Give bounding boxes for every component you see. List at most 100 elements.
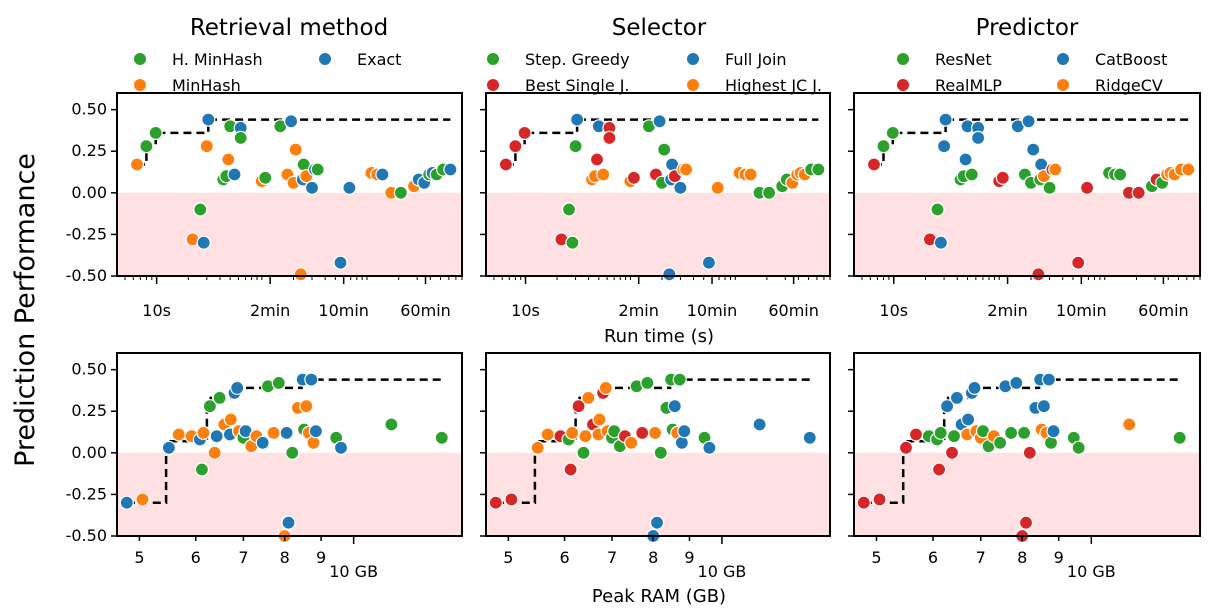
panel-r0-c1-point-28: [678, 162, 694, 177]
panel-r1-c0-point-35: [304, 372, 319, 387]
legend-label-2-0: ResNet: [935, 50, 992, 69]
panel-r1-c2-point-11: [949, 390, 965, 405]
panel-r1-c2-point-27: [1016, 425, 1032, 440]
panel-r1-c1-point-8: [571, 399, 586, 414]
panel-r0-c1-point-43: [811, 162, 826, 177]
panel-r1-c1-xtick-label-0: 5: [503, 548, 513, 567]
panel-r0-c0-point-22: [293, 267, 308, 282]
panel-r0-c1-point-10: [589, 152, 605, 167]
panel-r0-c1-point-22: [662, 267, 677, 282]
panel-r0-c0-frame: [116, 92, 463, 277]
panel-r0-c0-point-6: [199, 139, 214, 154]
legend-marker-0-2: [133, 78, 147, 92]
legend-label-2-2: RealMLP: [935, 76, 1002, 95]
panel-r0-c1-xtick-label-0: 10s: [511, 301, 540, 320]
panel-r0-c2-point-26: [1042, 180, 1057, 195]
legend-label-1-0: Step. Greedy: [525, 50, 630, 69]
panel-r0-c2-point-1: [876, 139, 891, 154]
panel-r0-c2-point-4: [930, 202, 945, 217]
panel-r1-c2-point-0: [856, 495, 871, 510]
x-axis-label-runtime: Run time (s): [604, 326, 714, 347]
legend-label-0-0: H. MinHash: [172, 50, 263, 69]
panel-r0-c1-point-2: [517, 125, 532, 140]
panel-r0-c2-point-29: [1071, 255, 1086, 270]
panel-r0-c0-xtick-label-2: 10min: [318, 301, 369, 320]
panel-r1-c2-point-35: [1041, 372, 1057, 387]
panel-r0-c2-xtick-label-0: 10s: [879, 301, 908, 320]
panel-r1-c0-point-9: [207, 445, 222, 460]
panel-r0-c2-point-7: [938, 112, 953, 127]
panel-r1-c2-point-37: [1046, 424, 1061, 439]
panel-r1-c2-xtick-label-3: 8: [1017, 548, 1027, 567]
legend-label-0-2: MinHash: [172, 76, 241, 95]
panel-r0-c1-point-29: [701, 255, 717, 270]
panel-r0-c0-point-16: [258, 170, 273, 185]
panel-r0-c0-point-0: [129, 157, 145, 172]
panel-r1-c1-point-27: [647, 425, 663, 440]
panel-r1-c1-point-35: [672, 372, 687, 387]
panel-r1-c1-point-9: [576, 445, 591, 460]
panel-r0-c2-point-28: [1048, 162, 1063, 177]
panel-r1-c2-frame: [853, 352, 1201, 537]
panel-r1-c1-frame: [485, 352, 831, 537]
panel-r1-c0-xtick-label-0: 5: [134, 548, 144, 567]
column-title-0: Retrieval method: [190, 15, 388, 41]
panel-r1-c0-point-29: [285, 445, 300, 460]
panel-r1-c1-point-39: [702, 440, 717, 455]
panel-r0-c0-xtick-label-0: 10s: [142, 301, 171, 320]
panel-r0-c0-point-29: [333, 255, 348, 270]
panel-r1-c1-point-24: [635, 425, 650, 440]
panel-r0-c2-point-10: [958, 152, 973, 167]
panel-r1-c2-xtick-label-5: 10 GB: [1067, 562, 1116, 581]
panel-r0-c2-point-19: [1021, 114, 1036, 129]
panel-r0-c2-point-12: [964, 167, 979, 182]
panel-r1-c2-point-1: [872, 492, 887, 507]
panel-r1-c0-point-6: [194, 462, 209, 477]
ytick-label-r0-4: -0.50: [66, 266, 107, 285]
panel-r0-c2-point-22: [1031, 267, 1046, 282]
panel-r0-c2-negative-band: [854, 192, 1200, 276]
panel-r0-c0-point-28: [310, 162, 325, 177]
ytick-label-r0-1: 0.25: [71, 141, 107, 160]
panel-r1-c0-point-32: [299, 399, 314, 414]
panel-r1-c0-point-28: [281, 515, 296, 530]
panel-r1-c2-xtick-label-2: 7: [976, 548, 986, 567]
panel-r1-c0-frame: [116, 352, 463, 537]
panel-r0-c0-point-2: [148, 125, 163, 140]
panel-r0-c1-point-4: [561, 202, 577, 217]
panel-r0-c0-xtick-label-1: 2min: [250, 301, 290, 320]
panel-r1-c1-point-32: [667, 399, 682, 414]
ytick-label-r1-3: -0.25: [66, 484, 107, 503]
panel-r0-c1-point-0: [498, 157, 513, 172]
legend-label-1-3: Highest JC J.: [725, 76, 822, 95]
panel-r1-c0-point-22: [255, 435, 270, 450]
ytick-label-r1-1: 0.25: [71, 401, 107, 420]
ytick-label-r0-0: 0.50: [71, 100, 107, 119]
chart-marks: [119, 112, 1196, 544]
panel-r1-c0-point-7: [196, 425, 211, 440]
panel-r1-c2-point-29: [1022, 445, 1037, 460]
panel-r0-c1-point-6: [568, 139, 583, 154]
legend-marker-2-3: [1056, 78, 1070, 92]
panel-r1-c0-point-16: [230, 380, 245, 395]
panel-r1-c0-point-11: [212, 390, 227, 405]
panel-r0-c1-xtick-label-1: 2min: [619, 301, 659, 320]
panel-r1-c0-point-41: [434, 430, 449, 445]
panel-r1-c1-point-10: [578, 429, 593, 444]
panel-r0-c2-xtick-label-1: 2min: [987, 301, 1027, 320]
legend-label-0-1: Exact: [357, 50, 401, 69]
panel-r1-c2-point-39: [1071, 440, 1086, 455]
panel-r1-c2-point-36: [1043, 435, 1059, 450]
panel-r1-c0-point-27: [279, 425, 294, 440]
panel-r1-c1-point-36: [674, 435, 690, 450]
panel-r1-c0-xtick-label-4: 9: [316, 548, 326, 567]
panel-r0-c1-point-26: [673, 180, 688, 195]
panel-r1-c2-point-28: [1018, 515, 1034, 530]
panel-r1-c2-point-22: [992, 435, 1008, 450]
panel-r0-c1-negative-band: [486, 192, 830, 276]
ytick-label-r1-4: -0.50: [66, 526, 107, 545]
panel-r0-c0-point-5: [196, 235, 211, 250]
panel-r0-c1-point-16: [626, 170, 642, 185]
panel-r0-c1-point-12: [596, 167, 611, 182]
